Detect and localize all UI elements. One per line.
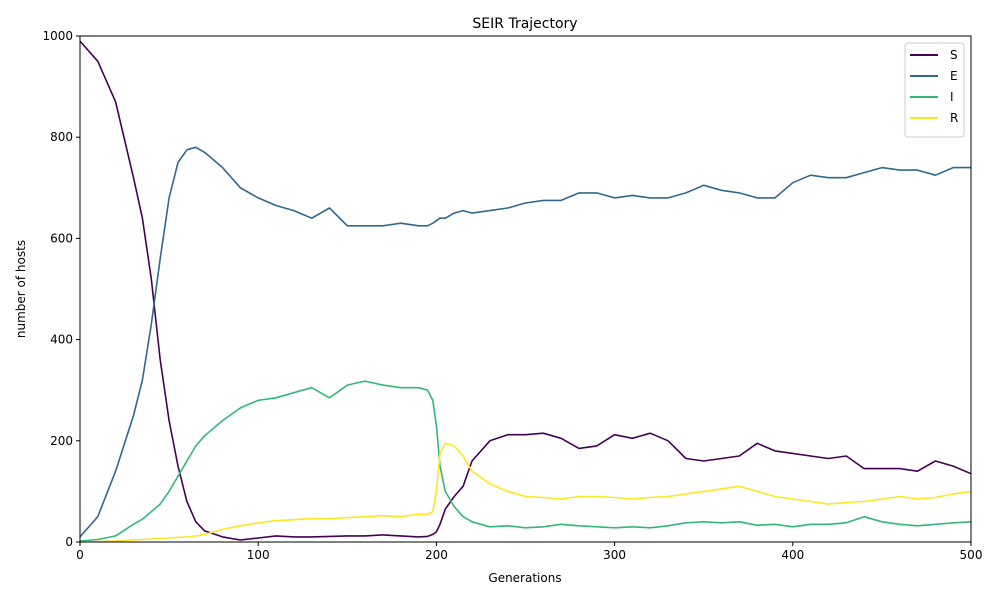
x-tick-label: 200 bbox=[425, 548, 448, 562]
y-tick-label: 600 bbox=[50, 231, 73, 245]
x-tick-label: 500 bbox=[960, 548, 983, 562]
series-line-E bbox=[79, 146, 971, 538]
chart-title: SEIR Trajectory bbox=[472, 16, 577, 32]
legend-label-I: I bbox=[950, 90, 954, 104]
x-tick-label: 100 bbox=[247, 548, 270, 562]
x-tick-label: 0 bbox=[76, 548, 84, 562]
y-axis-title: number of hosts bbox=[14, 240, 28, 338]
y-tick-label: 800 bbox=[50, 130, 73, 144]
y-tick-label: 400 bbox=[50, 333, 73, 347]
legend-box bbox=[904, 42, 965, 138]
plot-lines bbox=[79, 40, 972, 543]
axes: 0 100 200 300 400 500 0 200 400 600 800 1000 bbox=[42, 29, 982, 562]
legend-label-R: R bbox=[950, 111, 958, 125]
plot-frame bbox=[79, 35, 972, 543]
series-line-R bbox=[79, 442, 972, 543]
y-tick-label: 0 bbox=[65, 535, 73, 549]
legend: SEIR bbox=[904, 42, 965, 138]
y-tick-label: 1000 bbox=[42, 29, 73, 43]
series-line-S bbox=[79, 40, 972, 541]
x-axis-title: Generations bbox=[488, 571, 561, 585]
y-tick-label: 200 bbox=[50, 434, 73, 448]
x-tick-label: 400 bbox=[781, 548, 804, 562]
series-line-I bbox=[79, 380, 972, 542]
legend-label-E: E bbox=[950, 69, 958, 83]
x-tick-label: 300 bbox=[603, 548, 626, 562]
legend-label-S: S bbox=[950, 48, 958, 62]
